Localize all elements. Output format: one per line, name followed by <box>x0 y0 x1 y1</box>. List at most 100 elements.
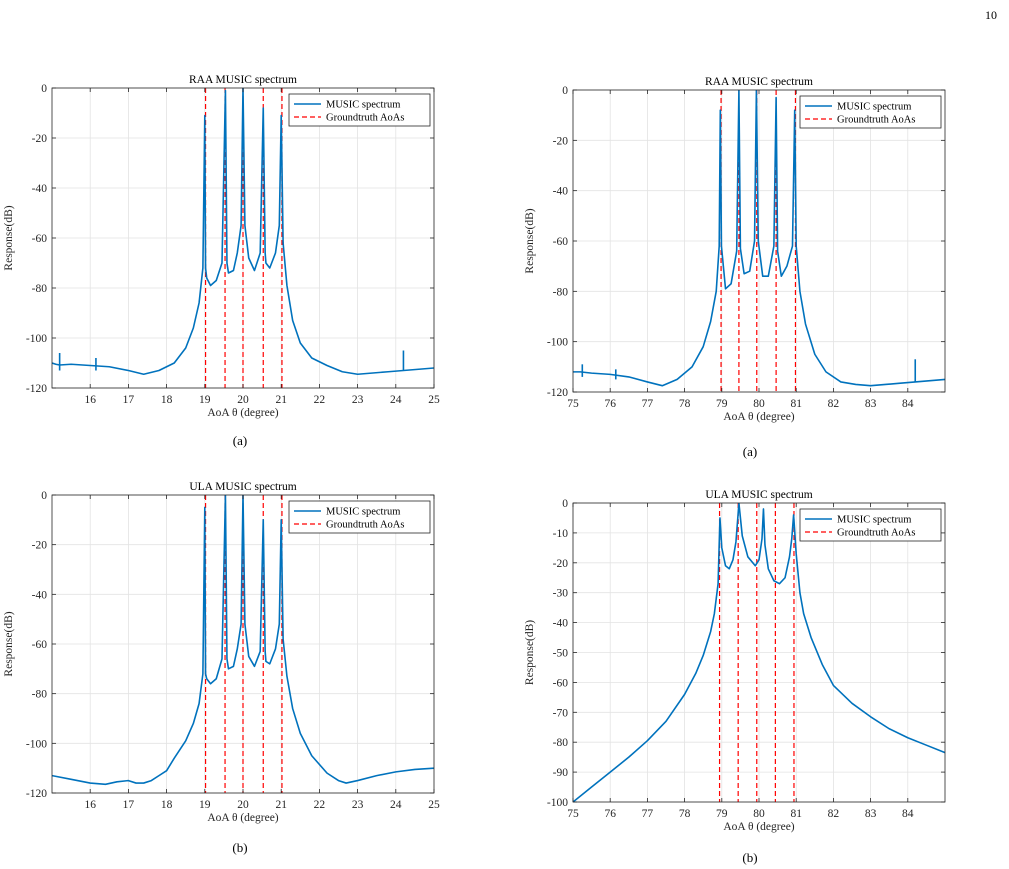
y-tick-label: 0 <box>562 498 568 510</box>
x-tick-label: 22 <box>314 799 326 811</box>
x-tick-label: 18 <box>161 799 173 811</box>
music-spectrum-line <box>573 503 945 802</box>
y-tick-label: -100 <box>547 337 568 349</box>
y-axis-label: Response(dB) <box>524 620 536 685</box>
y-tick-label: -120 <box>547 387 568 399</box>
page-number: 10 <box>985 8 997 22</box>
y-tick-label: -70 <box>553 707 569 719</box>
legend-label-groundtruth: Groundtruth AoAs <box>837 528 915 539</box>
x-tick-label: 20 <box>237 394 249 406</box>
y-tick-label: -80 <box>553 286 569 298</box>
y-tick-label: -100 <box>547 797 568 809</box>
chart-ula-b-right: 75 76 77 78 79 80 81 82 83 84 -100 -90 -80 -70 -60 -50-… <box>510 484 990 844</box>
y-tick-label: 0 <box>41 490 47 502</box>
y-tick-label: -120 <box>26 788 47 800</box>
y-tick-label: -20 <box>553 558 569 570</box>
y-tick-label: -60 <box>553 236 569 248</box>
x-tick-label: 76 <box>604 808 616 820</box>
legend-box <box>288 500 431 534</box>
y-tick-label: -40 <box>553 618 569 630</box>
y-tick-label: 0 <box>562 85 568 97</box>
x-tick-label: 23 <box>352 394 364 406</box>
y-tick-label: -80 <box>32 689 48 701</box>
y-axis-label: Response(dB) <box>3 205 15 270</box>
y-tick-label: -40 <box>32 183 48 195</box>
chart-title: ULA MUSIC spectrum <box>189 481 296 493</box>
y-tick-label: -20 <box>32 133 48 145</box>
y-tick-label: -60 <box>553 677 569 689</box>
y-tick-label: -20 <box>553 135 569 147</box>
legend-box <box>799 95 942 129</box>
x-tick-label: 84 <box>902 398 914 410</box>
x-tick-label: 80 <box>753 398 765 410</box>
y-tick-label: -60 <box>32 639 48 651</box>
chart-raa-a-left: 16 17 18 19 20 21 22 23 24 25 -120 -100 -80 -60 -40 -20… <box>0 70 480 430</box>
legend-label-spectrum: MUSIC spectrum <box>326 507 400 518</box>
x-tick-label: 21 <box>275 799 287 811</box>
x-axis-label: AoA θ (degree) <box>207 812 278 824</box>
y-tick-label: -120 <box>26 383 47 395</box>
caption-ula-right: (b) <box>742 850 758 865</box>
x-tick-label: 81 <box>790 398 802 410</box>
caption-raa-left: (a) <box>232 433 248 448</box>
x-axis-label: AoA θ (degree) <box>723 821 794 833</box>
legend-label-spectrum: MUSIC spectrum <box>326 100 400 111</box>
y-tick-label: -100 <box>26 738 47 750</box>
x-tick-label: 17 <box>123 799 135 811</box>
x-tick-label: 17 <box>123 394 135 406</box>
x-tick-label: 21 <box>275 394 287 406</box>
x-tick-label: 22 <box>314 394 326 406</box>
x-tick-label: 23 <box>352 799 364 811</box>
x-tick-label: 83 <box>865 808 877 820</box>
music-spectrum-line <box>52 88 434 376</box>
x-tick-label: 84 <box>902 808 914 820</box>
x-tick-label: 76 <box>604 398 616 410</box>
music-spectrum-line <box>573 90 945 387</box>
chart-title: RAA MUSIC spectrum <box>189 74 297 86</box>
x-tick-label: 80 <box>753 808 765 820</box>
legend-label-groundtruth: Groundtruth AoAs <box>326 520 404 531</box>
y-tick-label: -10 <box>553 528 569 540</box>
x-tick-label: 75 <box>567 808 579 820</box>
x-tick-label: 24 <box>390 394 402 406</box>
x-tick-label: 78 <box>679 398 691 410</box>
y-tick-label: -40 <box>32 589 48 601</box>
legend: MUSIC spectrum Groundtruth AoAs <box>288 500 431 534</box>
y-tick-label: -50 <box>553 648 569 660</box>
chart-raa-a-right: 75 76 77 78 79 80 81 82 83 84 -120 -100 -80 -60 -40 -20… <box>510 70 990 430</box>
y-tick-label: -100 <box>26 333 47 345</box>
x-tick-label: 83 <box>865 398 877 410</box>
x-tick-label: 24 <box>390 799 402 811</box>
legend-box <box>288 93 431 127</box>
x-tick-label: 16 <box>84 799 96 811</box>
x-axis-label: AoA θ (degree) <box>723 411 794 423</box>
x-tick-label: 82 <box>828 398 840 410</box>
x-tick-label: 75 <box>567 398 579 410</box>
legend-label-groundtruth: Groundtruth AoAs <box>837 115 915 126</box>
y-tick-label: -90 <box>553 767 569 779</box>
x-tick-label: 18 <box>161 394 173 406</box>
caption-raa-right: (a) <box>742 444 758 459</box>
x-tick-label: 16 <box>84 394 96 406</box>
y-tick-label: -40 <box>553 186 569 198</box>
chart-svg: 16 17 18 19 20 21 22 23 24 25 -120 -100 -80 -60 -40 -20… <box>3 74 440 419</box>
x-tick-label: 19 <box>199 394 211 406</box>
x-tick-label: 78 <box>679 808 691 820</box>
chart-svg: 16 17 18 19 20 21 22 23 24 25 -120 -100 -80 -60 -40 -20… <box>3 481 440 824</box>
legend-label-groundtruth: Groundtruth AoAs <box>326 113 404 124</box>
chart-title: ULA MUSIC spectrum <box>705 489 812 501</box>
y-tick-label: -30 <box>553 588 569 600</box>
legend-label-spectrum: MUSIC spectrum <box>837 515 911 526</box>
music-spectrum-line <box>52 495 434 786</box>
chart-svg: 75 76 77 78 79 80 81 82 83 84-100-90-80-70-60-50-… <box>524 489 946 833</box>
y-tick-label: -20 <box>32 540 48 552</box>
y-tick-label: -80 <box>32 283 48 295</box>
y-tick-label: -60 <box>32 233 48 245</box>
x-tick-label: 25 <box>428 799 440 811</box>
x-tick-label: 25 <box>428 394 440 406</box>
x-tick-label: 19 <box>199 799 211 811</box>
chart-title: RAA MUSIC spectrum <box>705 76 813 88</box>
legend: MUSIC spectrum Groundtruth AoAs <box>799 508 942 542</box>
x-tick-label: 81 <box>790 808 802 820</box>
x-tick-label: 79 <box>716 398 728 410</box>
